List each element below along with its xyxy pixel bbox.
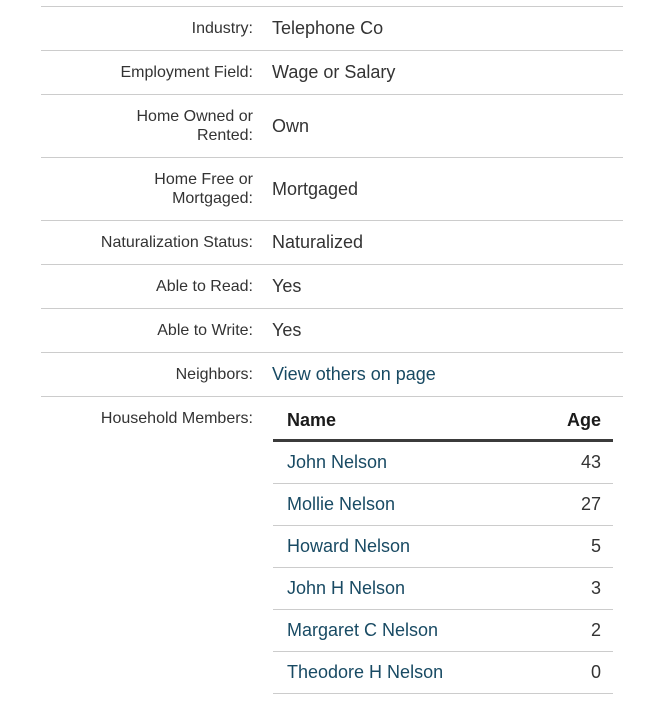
field-label-naturalization-status: Naturalization Status: xyxy=(100,234,253,251)
household-member-link[interactable]: Howard Nelson xyxy=(287,536,411,556)
household-member-link[interactable]: John H Nelson xyxy=(287,578,406,598)
field-value-able-to-read: Yes xyxy=(272,276,302,296)
household-member-link[interactable]: Mollie Nelson xyxy=(287,494,396,514)
field-value-employment-field: Wage or Salary xyxy=(272,62,396,82)
field-label-able-to-write: Able to Write: xyxy=(157,322,253,339)
field-value-home-owned-or-rented: Own xyxy=(272,115,310,136)
field-row-employment-field: Employment Field: Wage or Salary xyxy=(41,50,623,94)
field-value-able-to-write: Yes xyxy=(272,320,302,340)
field-label-neighbors: Neighbors: xyxy=(175,366,253,383)
household-member-link[interactable]: Margaret C Nelson xyxy=(287,620,439,640)
field-value-home-free-or-mortgaged: Mortgaged xyxy=(272,178,359,199)
view-others-link[interactable]: View others on page xyxy=(272,364,436,384)
household-member-row: Theodore H Nelson 0 xyxy=(273,651,613,694)
household-member-age: 3 xyxy=(540,567,613,610)
field-label-able-to-read: Able to Read: xyxy=(156,278,253,295)
household-member-age: 27 xyxy=(540,483,613,526)
field-row-able-to-write: Able to Write: Yes xyxy=(41,308,623,352)
household-member-row: Howard Nelson 5 xyxy=(273,525,613,568)
field-row-home-owned-or-rented: Home Owned or Rented: Own xyxy=(41,94,623,157)
household-header-name: Name xyxy=(273,397,541,442)
field-label-employment-field: Employment Field: xyxy=(120,64,254,81)
household-member-age: 43 xyxy=(540,440,613,484)
field-row-industry: Industry: Telephone Co xyxy=(41,6,623,50)
household-member-row: Mollie Nelson 27 xyxy=(273,483,613,526)
field-value-naturalization-status: Naturalized xyxy=(272,232,364,252)
field-row-able-to-read: Able to Read: Yes xyxy=(41,264,623,308)
household-member-age: 2 xyxy=(540,609,613,652)
household-member-row: John H Nelson 3 xyxy=(273,567,613,610)
field-row-household-members: Household Members: Name Age John Nelson … xyxy=(41,396,623,694)
field-value-neighbors: View others on page xyxy=(272,353,623,396)
field-label-home-free-or-mortgaged: Home Free or Mortgaged: xyxy=(154,171,253,207)
household-member-age: 0 xyxy=(540,651,613,694)
household-members-table: Name Age John Nelson 43 Mollie Nelson 27… xyxy=(273,397,613,694)
household-members-cell: Name Age John Nelson 43 Mollie Nelson 27… xyxy=(272,397,623,694)
field-label-home-owned-or-rented: Home Owned or Rented: xyxy=(136,108,254,144)
field-row-naturalization-status: Naturalization Status: Naturalized xyxy=(41,220,623,264)
household-member-row: Margaret C Nelson 2 xyxy=(273,609,613,652)
field-value-industry: Telephone Co xyxy=(272,18,384,38)
household-member-link[interactable]: Theodore H Nelson xyxy=(287,662,444,682)
field-row-home-free-or-mortgaged: Home Free or Mortgaged: Mortgaged xyxy=(41,157,623,220)
record-details-table: Industry: Telephone Co Employment Field:… xyxy=(41,6,623,694)
household-header-row: Name Age xyxy=(273,397,613,442)
household-member-row: John Nelson 43 xyxy=(273,440,613,484)
field-label-household-members: Household Members: xyxy=(100,410,253,427)
household-member-age: 5 xyxy=(540,525,613,568)
field-label-industry: Industry: xyxy=(191,20,253,37)
field-row-neighbors: Neighbors: View others on page xyxy=(41,352,623,396)
household-member-link[interactable]: John Nelson xyxy=(287,452,388,472)
household-header-age: Age xyxy=(540,397,613,442)
